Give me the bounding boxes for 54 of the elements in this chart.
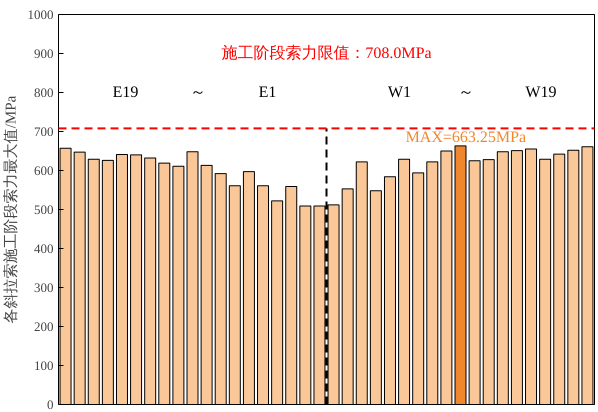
annotation: W1: [388, 84, 411, 101]
y-tick-label: 800: [34, 85, 54, 100]
bar: [242, 171, 255, 404]
bar: [130, 154, 142, 404]
bar: [158, 162, 170, 404]
bar: [370, 190, 382, 404]
bar: [496, 151, 509, 404]
y-tick-label: 500: [34, 202, 54, 217]
y-tick-label: 400: [34, 241, 54, 256]
bar: [88, 158, 100, 404]
bar: [440, 150, 452, 404]
bar: [482, 159, 495, 404]
bar: [116, 154, 128, 404]
bar: [228, 185, 241, 404]
annotation: MAX=663.25MPa: [406, 129, 526, 146]
bar: [257, 185, 270, 404]
bar: [426, 161, 438, 404]
annotation: ～: [458, 84, 474, 101]
bar: [398, 158, 410, 404]
ref-line-label: 施工阶段索力限值：708.0MPa: [221, 44, 432, 62]
y-tick-label: 200: [34, 319, 54, 334]
y-tick-label: 1000: [28, 7, 54, 22]
annotation: W19: [525, 84, 556, 101]
annotation: E1: [258, 84, 276, 101]
bar: [285, 186, 298, 404]
bar: [144, 158, 156, 404]
bar: [186, 151, 198, 404]
bar: [172, 166, 184, 404]
y-tick-label: 900: [34, 46, 54, 61]
bar: [384, 176, 396, 404]
bar: [74, 152, 86, 404]
bar: [525, 148, 538, 404]
bar: [200, 164, 213, 404]
bar: [214, 173, 227, 404]
bar: [454, 145, 466, 404]
bar: [342, 188, 354, 404]
bar: [468, 160, 481, 404]
y-tick-label: 700: [34, 124, 54, 139]
bar: [271, 200, 284, 404]
bar: [539, 158, 552, 404]
bar: [102, 160, 114, 404]
y-tick-label: 0: [47, 397, 54, 412]
y-axis-title: 各斜拉索施工阶段索力最大值/MPa: [2, 95, 20, 324]
bar: [412, 172, 424, 404]
y-tick-label: 300: [34, 280, 54, 295]
annotation: ～: [190, 84, 206, 101]
y-tick-label: 600: [34, 163, 54, 178]
bar: [567, 150, 580, 404]
y-tick-label: 100: [34, 358, 54, 373]
annotation: E19: [112, 84, 138, 101]
bar: [356, 161, 368, 404]
bar: [510, 150, 523, 404]
bar: [299, 205, 312, 404]
bar: [553, 154, 566, 404]
